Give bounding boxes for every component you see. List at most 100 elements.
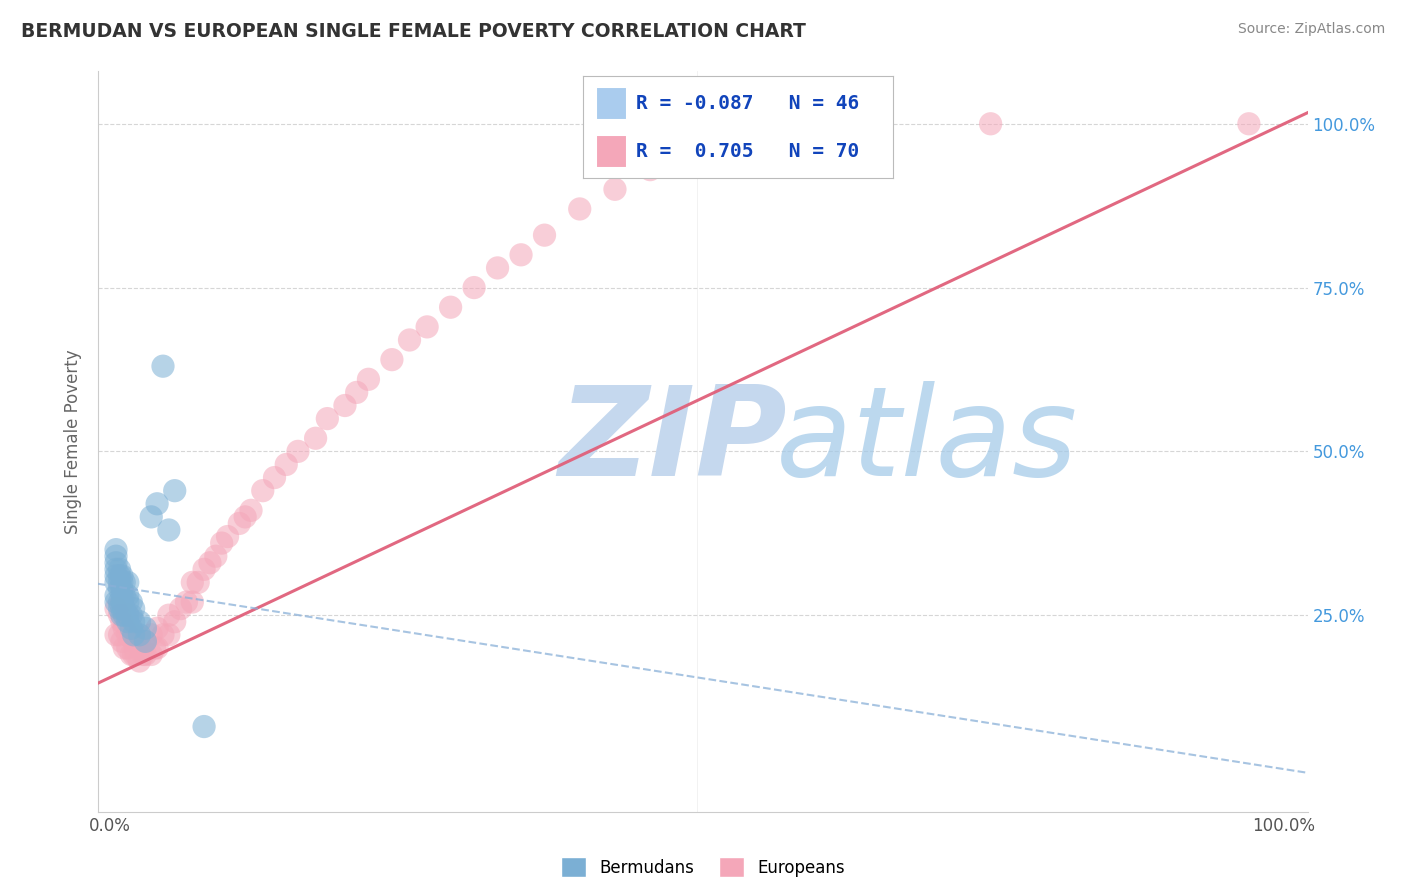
Point [117, 608, 139, 623]
Text: R =  0.705   N = 70: R = 0.705 N = 70 [636, 142, 859, 161]
Point [568, 202, 591, 216]
Point [105, 549, 128, 564]
Point [111, 569, 134, 583]
Point [117, 589, 139, 603]
Point [252, 483, 274, 498]
Point [111, 608, 134, 623]
Point [240, 503, 263, 517]
Point [105, 575, 128, 590]
Point [187, 575, 209, 590]
Point [111, 589, 134, 603]
Point [193, 720, 215, 734]
Point [117, 640, 139, 655]
Point [169, 601, 191, 615]
Point [316, 411, 339, 425]
Point [108, 582, 131, 596]
Point [263, 470, 285, 484]
Point [217, 530, 239, 544]
Point [122, 628, 145, 642]
Point [108, 601, 131, 615]
Point [141, 628, 163, 642]
Point [108, 569, 131, 583]
Point [304, 431, 326, 445]
Text: BERMUDAN VS EUROPEAN SINGLE FEMALE POVERTY CORRELATION CHART: BERMUDAN VS EUROPEAN SINGLE FEMALE POVER… [21, 22, 806, 41]
Point [152, 359, 174, 374]
Point [120, 608, 142, 623]
Point [510, 248, 533, 262]
Point [117, 595, 139, 609]
Point [120, 621, 142, 635]
Point [134, 648, 156, 662]
Point [141, 509, 163, 524]
Point [112, 601, 135, 615]
Point [108, 595, 131, 609]
Point [233, 509, 256, 524]
Point [128, 654, 150, 668]
Point [111, 601, 134, 615]
Point [122, 634, 145, 648]
Point [105, 589, 128, 603]
Point [112, 575, 135, 590]
Point [638, 162, 661, 177]
Point [117, 575, 139, 590]
Point [163, 615, 186, 629]
Point [228, 516, 250, 531]
Point [851, 110, 873, 124]
Point [181, 575, 204, 590]
Point [108, 628, 131, 642]
Point [756, 123, 779, 137]
Point [163, 483, 186, 498]
Point [533, 228, 555, 243]
Text: Source: ZipAtlas.com: Source: ZipAtlas.com [1237, 22, 1385, 37]
Bar [596, 136, 627, 168]
Point [105, 569, 128, 583]
Point [112, 608, 135, 623]
Point [111, 634, 134, 648]
Point [111, 595, 134, 609]
Text: atlas: atlas [776, 381, 1077, 502]
Point [146, 497, 169, 511]
Text: R = -0.087   N = 46: R = -0.087 N = 46 [636, 94, 859, 113]
Point [486, 260, 509, 275]
Point [357, 372, 380, 386]
Point [112, 640, 135, 655]
Point [333, 399, 356, 413]
Point [1237, 117, 1260, 131]
Point [108, 562, 131, 576]
Point [128, 628, 150, 642]
Point [439, 300, 461, 314]
Point [141, 648, 163, 662]
Point [105, 595, 128, 609]
Point [146, 621, 169, 635]
Point [157, 628, 180, 642]
Point [181, 595, 204, 609]
Y-axis label: Single Female Poverty: Single Female Poverty [65, 350, 83, 533]
Point [143, 640, 166, 655]
Point [198, 556, 221, 570]
Point [120, 628, 142, 642]
Point [211, 536, 233, 550]
Point [120, 595, 142, 609]
Point [603, 182, 626, 196]
Point [120, 648, 142, 662]
Point [134, 634, 156, 648]
Point [122, 601, 145, 615]
Point [111, 615, 134, 629]
Point [105, 556, 128, 570]
Bar [596, 87, 627, 120]
Point [117, 608, 139, 623]
Point [105, 601, 128, 615]
Point [134, 634, 156, 648]
Point [287, 444, 309, 458]
Point [105, 628, 128, 642]
Point [117, 628, 139, 642]
Point [157, 608, 180, 623]
Point [193, 562, 215, 576]
Point [157, 523, 180, 537]
Point [125, 628, 148, 642]
Point [111, 595, 134, 609]
Point [152, 628, 174, 642]
Point [122, 615, 145, 629]
Legend: Bermudans, Europeans: Bermudans, Europeans [561, 857, 845, 878]
Point [398, 333, 420, 347]
